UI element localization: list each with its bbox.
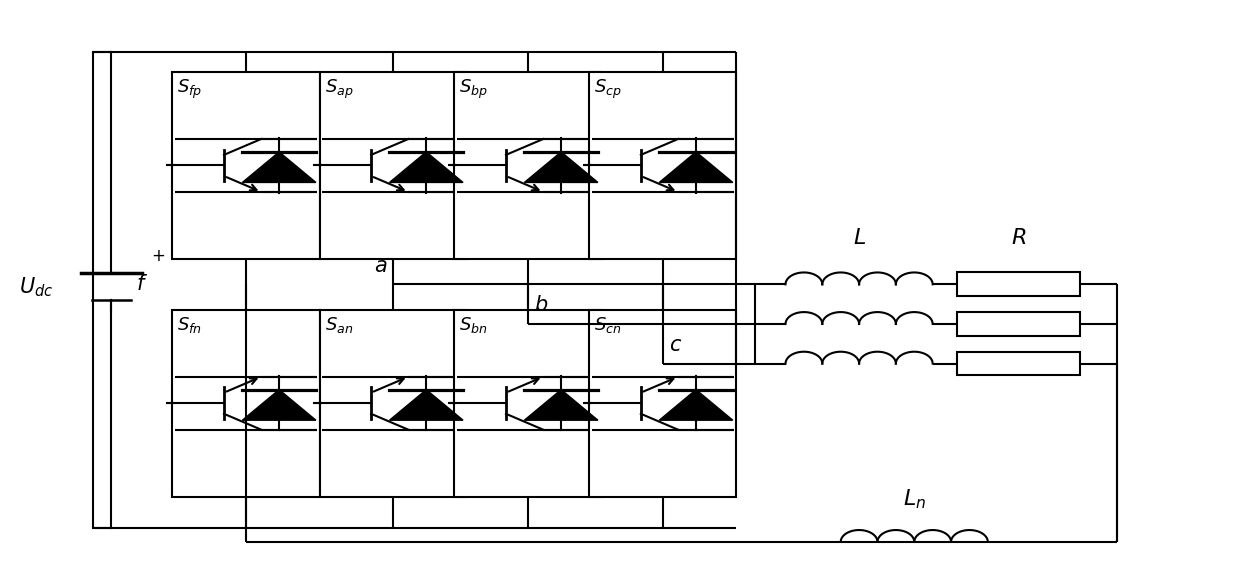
Text: $a$: $a$ (373, 256, 387, 276)
Bar (172, 72, 320, 259)
Bar (957, 273, 1080, 296)
Text: +: + (151, 247, 165, 265)
Bar (957, 351, 1080, 375)
Text: $S_{fn}$: $S_{fn}$ (177, 316, 202, 335)
Text: $f$: $f$ (136, 274, 148, 294)
Polygon shape (242, 390, 316, 420)
Text: $S_{cn}$: $S_{cn}$ (594, 316, 621, 335)
Text: $L_n$: $L_n$ (903, 487, 926, 511)
Text: $R$: $R$ (1011, 227, 1027, 248)
Text: $S_{fp}$: $S_{fp}$ (177, 78, 202, 101)
Text: $L$: $L$ (853, 227, 866, 248)
Text: $S_{bp}$: $S_{bp}$ (459, 78, 489, 101)
Polygon shape (525, 390, 598, 420)
Polygon shape (389, 390, 463, 420)
Text: $S_{bn}$: $S_{bn}$ (459, 316, 489, 335)
Polygon shape (660, 390, 733, 420)
Polygon shape (525, 152, 598, 183)
Polygon shape (660, 152, 733, 183)
Bar (320, 310, 466, 496)
Bar (589, 310, 737, 496)
Bar (455, 72, 601, 259)
Polygon shape (242, 152, 316, 183)
Text: $S_{an}$: $S_{an}$ (325, 316, 353, 335)
Text: $c$: $c$ (670, 335, 682, 355)
Text: $b$: $b$ (534, 295, 548, 316)
Polygon shape (389, 152, 463, 183)
Bar (957, 312, 1080, 336)
Bar (455, 310, 601, 496)
Text: $S_{ap}$: $S_{ap}$ (325, 78, 353, 101)
Text: $S_{cp}$: $S_{cp}$ (594, 78, 622, 101)
Text: $U_{dc}$: $U_{dc}$ (19, 276, 53, 299)
Bar (589, 72, 737, 259)
Bar (320, 72, 466, 259)
Bar (172, 310, 320, 496)
